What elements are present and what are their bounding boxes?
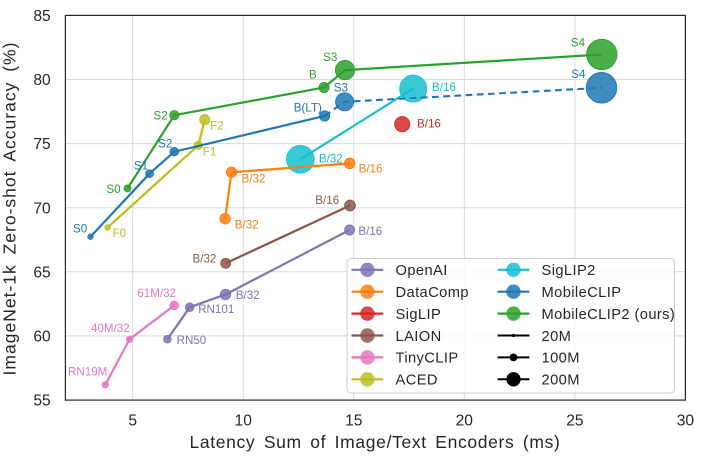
svg-text:B(LT): B(LT) xyxy=(294,101,322,114)
svg-text:MobileCLIP: MobileCLIP xyxy=(542,285,622,301)
svg-text:S1: S1 xyxy=(134,160,148,173)
svg-text:20M: 20M xyxy=(542,329,572,345)
svg-text:B/16: B/16 xyxy=(315,194,339,207)
svg-text:B/32: B/32 xyxy=(236,289,260,302)
svg-text:MobileCLIP2 (ours): MobileCLIP2 (ours) xyxy=(542,307,676,323)
svg-text:S2: S2 xyxy=(154,109,168,122)
svg-text:SigLIP2: SigLIP2 xyxy=(542,263,596,279)
svg-text:ACED: ACED xyxy=(396,373,438,389)
svg-text:OpenAI: OpenAI xyxy=(396,263,448,279)
svg-text:S3: S3 xyxy=(323,51,337,64)
svg-text:RN101: RN101 xyxy=(198,303,234,316)
svg-text:B/32: B/32 xyxy=(235,219,259,232)
svg-text:S4: S4 xyxy=(571,37,586,50)
svg-text:Latency Sum of Image/Text Enco: Latency Sum of Image/Text Encoders (ms) xyxy=(189,432,560,452)
svg-text:61M/32: 61M/32 xyxy=(137,287,176,300)
svg-text:B/32: B/32 xyxy=(242,173,266,186)
svg-text:55: 55 xyxy=(33,393,51,410)
svg-text:SigLIP: SigLIP xyxy=(396,307,442,323)
svg-text:S4: S4 xyxy=(571,68,586,81)
svg-text:15: 15 xyxy=(345,412,363,429)
svg-text:65: 65 xyxy=(33,264,51,281)
svg-text:S3: S3 xyxy=(334,82,348,95)
svg-text:B/16: B/16 xyxy=(358,225,382,238)
svg-text:RN19M: RN19M xyxy=(68,366,107,379)
svg-text:60: 60 xyxy=(33,329,51,346)
svg-text:B/32: B/32 xyxy=(193,253,217,266)
svg-text:S0: S0 xyxy=(106,183,120,196)
svg-text:B/32: B/32 xyxy=(319,152,343,165)
svg-text:10: 10 xyxy=(235,412,253,429)
svg-text:DataComp: DataComp xyxy=(396,285,469,301)
svg-text:LAION: LAION xyxy=(396,329,442,345)
svg-text:S0: S0 xyxy=(73,222,87,235)
svg-text:F1: F1 xyxy=(203,146,217,159)
svg-text:200M: 200M xyxy=(542,373,580,389)
svg-text:70: 70 xyxy=(33,200,51,217)
svg-text:30: 30 xyxy=(677,412,695,429)
svg-text:5: 5 xyxy=(128,412,137,429)
svg-text:TinyCLIP: TinyCLIP xyxy=(396,351,459,367)
svg-text:100M: 100M xyxy=(542,351,580,367)
svg-text:B: B xyxy=(309,69,317,82)
svg-text:B/16: B/16 xyxy=(417,117,441,130)
svg-text:20: 20 xyxy=(456,412,474,429)
svg-text:40M/32: 40M/32 xyxy=(91,322,130,335)
svg-text:F2: F2 xyxy=(210,120,224,133)
svg-text:B/16: B/16 xyxy=(359,163,383,176)
svg-text:75: 75 xyxy=(33,136,51,153)
svg-text:B/16: B/16 xyxy=(432,81,456,94)
svg-text:ImageNet-1k Zero-shot Accuracy: ImageNet-1k Zero-shot Accuracy (%) xyxy=(0,42,20,376)
svg-text:RN50: RN50 xyxy=(177,334,207,347)
svg-text:85: 85 xyxy=(33,8,51,25)
svg-text:25: 25 xyxy=(566,412,584,429)
svg-text:F0: F0 xyxy=(113,227,127,240)
svg-text:80: 80 xyxy=(33,72,51,89)
svg-text:S2: S2 xyxy=(158,138,172,151)
